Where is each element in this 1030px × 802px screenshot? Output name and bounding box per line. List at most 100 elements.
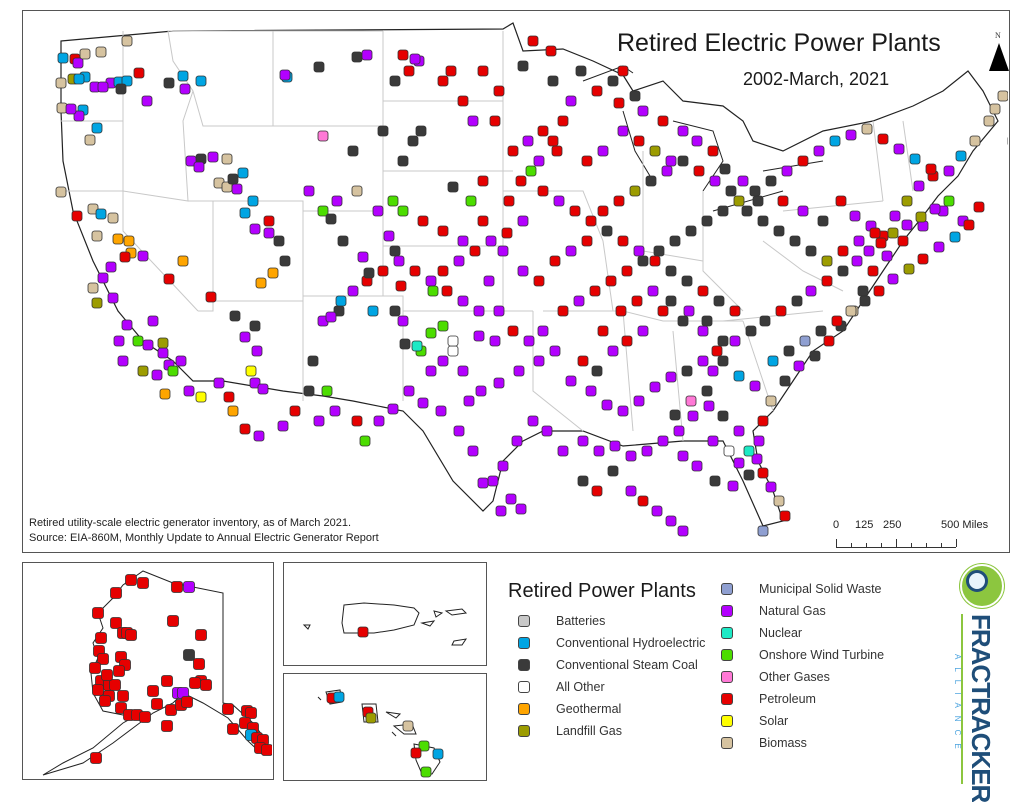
plant-marker bbox=[137, 365, 149, 377]
plant-marker bbox=[645, 175, 657, 187]
plant-marker bbox=[409, 265, 421, 277]
landfill-gas-swatch-icon bbox=[518, 725, 530, 737]
plant-marker bbox=[717, 335, 729, 347]
plant-marker bbox=[177, 70, 189, 82]
plant-marker bbox=[779, 375, 791, 387]
plant-marker bbox=[289, 405, 301, 417]
plant-marker bbox=[331, 195, 343, 207]
plant-marker bbox=[817, 215, 829, 227]
plant-marker bbox=[84, 134, 96, 146]
plant-marker bbox=[701, 215, 713, 227]
plant-marker bbox=[171, 581, 183, 593]
plant-marker bbox=[557, 305, 569, 317]
plant-marker bbox=[625, 485, 637, 497]
plant-marker bbox=[537, 125, 549, 137]
plant-marker bbox=[707, 435, 719, 447]
plant-marker bbox=[629, 90, 641, 102]
plant-marker bbox=[325, 311, 337, 323]
plant-marker bbox=[377, 265, 389, 277]
plant-marker bbox=[949, 231, 961, 243]
plant-marker bbox=[99, 695, 111, 707]
plant-marker bbox=[425, 327, 437, 339]
plant-marker bbox=[133, 67, 145, 79]
plant-marker bbox=[831, 315, 843, 327]
plant-marker bbox=[267, 267, 279, 279]
plant-marker bbox=[73, 73, 85, 85]
plant-marker bbox=[573, 295, 585, 307]
plant-marker bbox=[915, 211, 927, 223]
plant-marker bbox=[815, 325, 827, 337]
plant-marker bbox=[909, 153, 921, 165]
plant-marker bbox=[565, 245, 577, 257]
plant-marker bbox=[745, 325, 757, 337]
plant-marker bbox=[513, 365, 525, 377]
legend-column-2: Municipal Solid Waste Natural Gas Nuclea… bbox=[711, 578, 884, 754]
plant-marker bbox=[533, 355, 545, 367]
plant-marker bbox=[649, 381, 661, 393]
plant-marker bbox=[159, 388, 171, 400]
plant-marker bbox=[403, 385, 415, 397]
plant-marker bbox=[901, 195, 913, 207]
plant-marker bbox=[261, 744, 272, 756]
plant-marker bbox=[821, 255, 833, 267]
plant-marker bbox=[609, 440, 621, 452]
plant-marker bbox=[495, 505, 507, 517]
other-gases-swatch-icon bbox=[721, 671, 733, 683]
plant-marker bbox=[597, 325, 609, 337]
plant-marker bbox=[249, 223, 261, 235]
plant-marker bbox=[859, 295, 871, 307]
plant-marker bbox=[837, 245, 849, 257]
plant-marker bbox=[677, 450, 689, 462]
plant-marker bbox=[569, 205, 581, 217]
plant-marker bbox=[835, 195, 847, 207]
plant-marker bbox=[417, 215, 429, 227]
plant-marker bbox=[607, 75, 619, 87]
plant-marker bbox=[733, 195, 745, 207]
plant-marker bbox=[221, 153, 233, 165]
plant-marker bbox=[565, 95, 577, 107]
plant-marker bbox=[317, 130, 329, 142]
plant-marker bbox=[411, 340, 423, 352]
plant-marker bbox=[653, 245, 665, 257]
plant-marker bbox=[397, 205, 409, 217]
plant-marker bbox=[393, 255, 405, 267]
legend-item-wind: Onshore Wind Turbine bbox=[711, 644, 884, 666]
plant-marker bbox=[697, 355, 709, 367]
puerto-rico-markers bbox=[357, 626, 369, 638]
plant-marker bbox=[767, 355, 779, 367]
plant-marker bbox=[799, 335, 811, 347]
plant-marker bbox=[593, 445, 605, 457]
plant-marker bbox=[697, 325, 709, 337]
legend-item-all-other: All Other bbox=[508, 676, 705, 698]
plant-marker bbox=[227, 405, 239, 417]
plant-marker bbox=[473, 305, 485, 317]
plant-marker bbox=[687, 410, 699, 422]
plant-marker bbox=[313, 415, 325, 427]
north-label: N bbox=[995, 31, 1001, 40]
plant-marker bbox=[147, 315, 159, 327]
legend-column-1: Batteries Conventional Hydroelectric Con… bbox=[508, 610, 705, 742]
plant-marker bbox=[457, 95, 469, 107]
plant-marker bbox=[649, 145, 661, 157]
plant-marker bbox=[657, 115, 669, 127]
plant-marker bbox=[983, 115, 995, 127]
plant-marker bbox=[743, 445, 755, 457]
batteries-swatch-icon bbox=[518, 615, 530, 627]
plant-marker bbox=[585, 215, 597, 227]
plant-marker bbox=[861, 123, 873, 135]
plant-marker bbox=[541, 425, 553, 437]
plant-marker bbox=[709, 175, 721, 187]
plant-marker bbox=[329, 405, 341, 417]
scale-bar-line bbox=[836, 539, 957, 548]
plant-marker bbox=[389, 245, 401, 257]
globe-icon bbox=[960, 564, 1004, 608]
plant-marker bbox=[263, 215, 275, 227]
legend: Retired Power Plants Batteries Conventio… bbox=[508, 580, 928, 780]
plant-marker bbox=[581, 155, 593, 167]
plant-marker bbox=[973, 201, 985, 213]
plant-marker bbox=[325, 213, 337, 225]
plant-marker bbox=[151, 369, 163, 381]
plant-marker bbox=[757, 215, 769, 227]
plant-marker bbox=[845, 129, 857, 141]
hawaii-markers bbox=[326, 691, 444, 778]
